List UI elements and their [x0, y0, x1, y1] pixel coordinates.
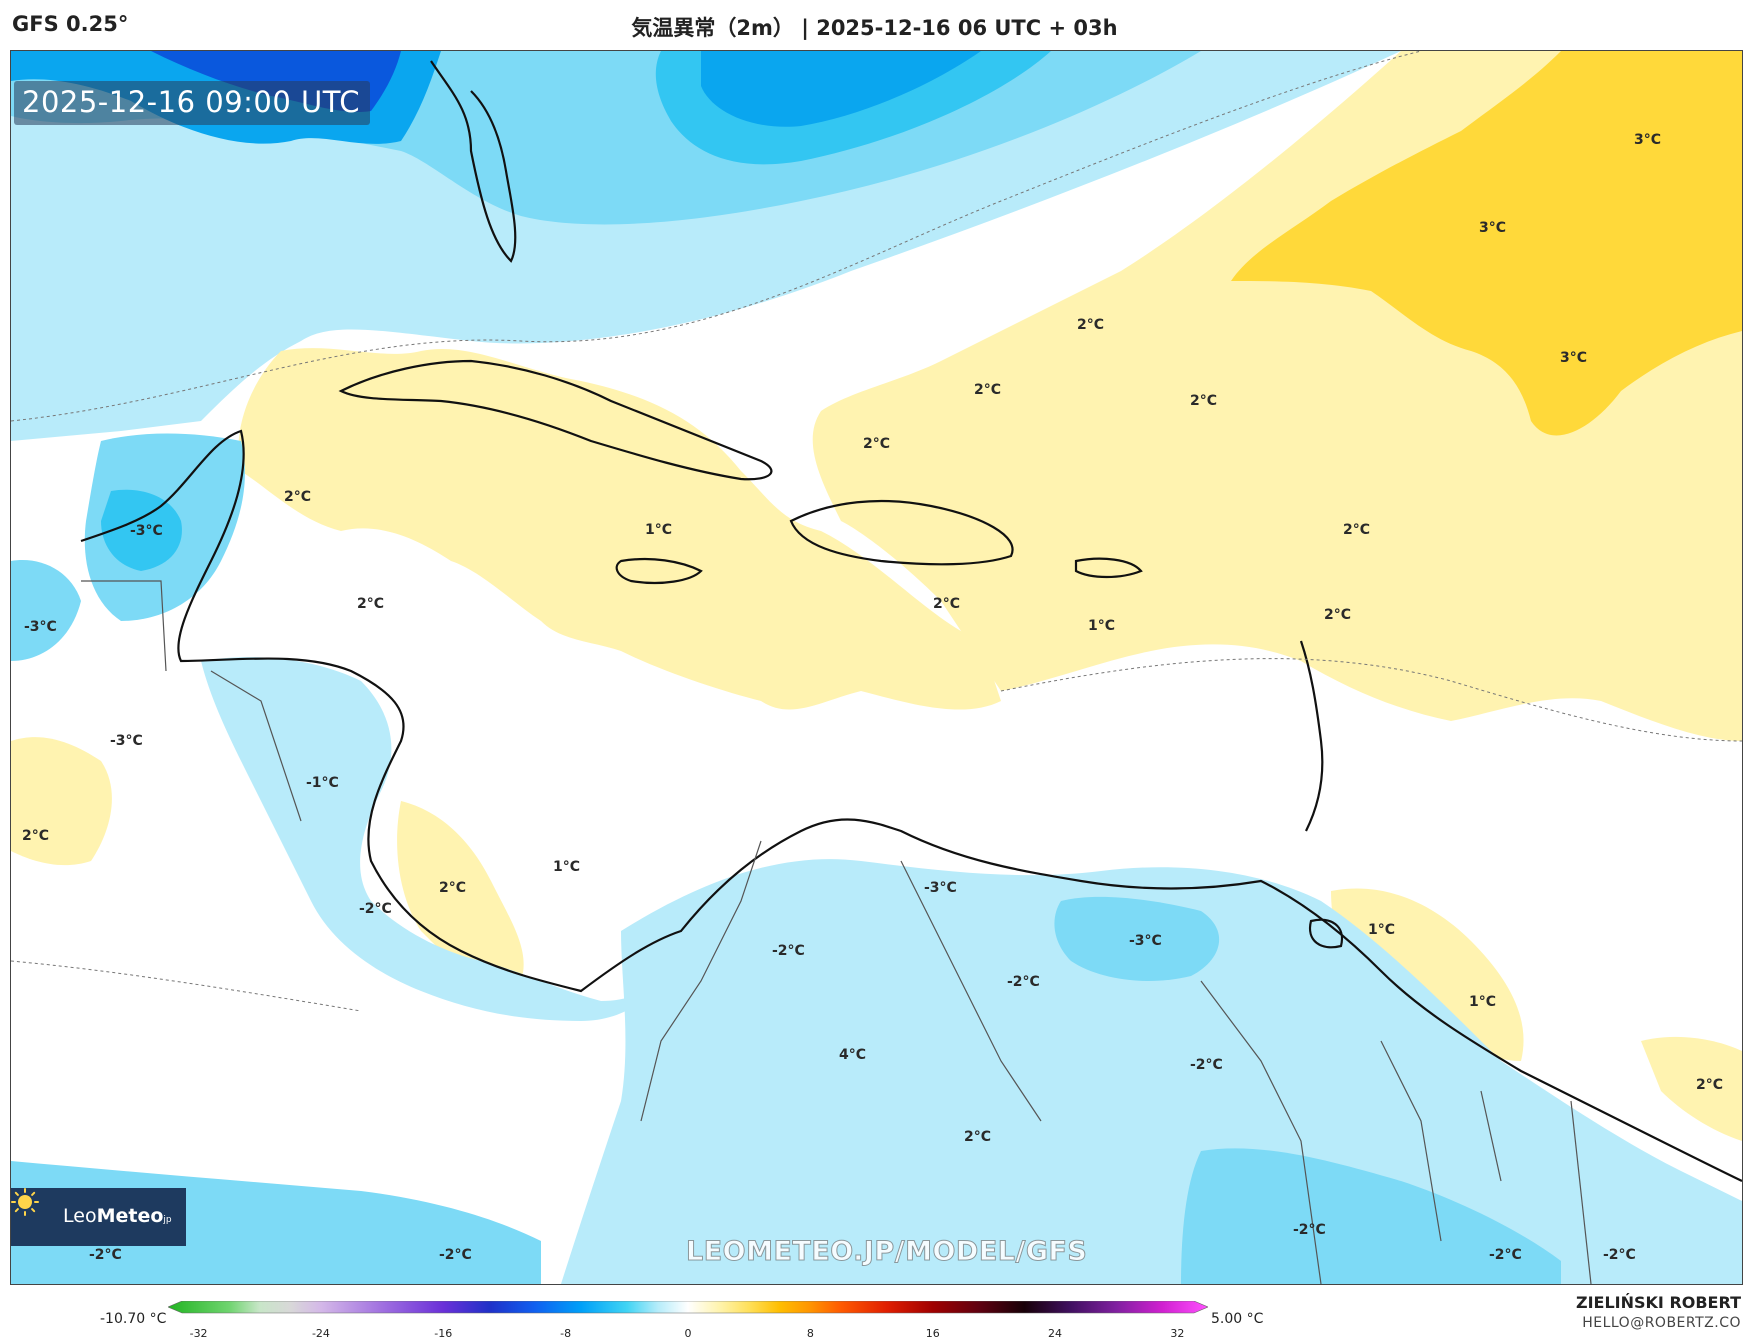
- isotherm-label: -2°C: [1007, 974, 1040, 990]
- isotherm-label: 2°C: [22, 828, 50, 844]
- isotherm-label: 2°C: [1324, 607, 1352, 623]
- isotherm-label: 3°C: [1479, 220, 1507, 236]
- isotherm-label: 2°C: [284, 489, 312, 505]
- cold-center-atlantic-inner: [701, 51, 981, 127]
- leometeo-logo[interactable]: LeoMeteojp: [11, 1188, 186, 1246]
- cold-venezuela-core: [1054, 896, 1220, 981]
- coastlines: [80, 60, 1742, 1182]
- colorbar-tick-label: -24: [311, 1327, 330, 1340]
- warm-pacific-west: [11, 737, 112, 866]
- isotherm-label: -2°C: [439, 1247, 472, 1263]
- colorbar-tick-label: 8: [806, 1327, 814, 1340]
- legend-min-value: -10.70 °C: [100, 1311, 167, 1327]
- isotherm-label: 2°C: [1190, 393, 1218, 409]
- sun-icon: [11, 1188, 39, 1216]
- warm-atlantic-core: [1231, 51, 1742, 436]
- cold-south-america: [561, 859, 1742, 1284]
- logo-bold: Meteo: [96, 1205, 164, 1227]
- isotherm-label: 1°C: [1469, 994, 1497, 1010]
- model-name: GFS 0.25°: [12, 12, 129, 36]
- colorbar-tick-label: -8: [560, 1327, 572, 1340]
- isotherm-label: 1°C: [645, 522, 673, 538]
- warm-guianas: [1331, 888, 1524, 1061]
- logo-light: Leo: [63, 1205, 97, 1227]
- cold-band-north: [11, 51, 1401, 441]
- isotherm-label: -2°C: [1603, 1247, 1636, 1263]
- isotherm-label: -3°C: [924, 880, 957, 896]
- isotherm-label: 3°C: [1560, 350, 1588, 366]
- isotherm-label: 2°C: [1077, 317, 1105, 333]
- colorbar-tick-label: 16: [925, 1327, 940, 1340]
- cold-yucatan-core: [101, 489, 182, 571]
- map-area[interactable]: 2025-12-16 09:00 UTC 3°C 3°C 3°C 2°C 2°C 2°C 2…: [10, 50, 1743, 1285]
- cold-brazil-south: [1181, 1148, 1561, 1284]
- borders: [81, 580, 1592, 1284]
- isotherm-label: 4°C: [839, 1047, 867, 1063]
- warm-pacific-coast: [397, 801, 524, 983]
- cold-mexico-west: [11, 560, 81, 661]
- colorbar-tick-label: 24: [1048, 1327, 1063, 1340]
- color-legend: -10.70 °C -32 -24 -16 -8 0 8 16 24 32 5.00 °C ZI…: [0, 1283, 1749, 1340]
- isotherm-label: 1°C: [1368, 922, 1396, 938]
- isotherm-label: 2°C: [357, 596, 385, 612]
- isotherm-label: 2°C: [1696, 1077, 1724, 1093]
- header: GFS 0.25° 気温異常（2m） | 2025-12-16 06 UTC +…: [0, 0, 1749, 50]
- isotherm-label: -2°C: [1190, 1057, 1223, 1073]
- isotherm-label: -3°C: [24, 619, 57, 635]
- isotherm-label: 2°C: [974, 382, 1002, 398]
- legend-max-value: 5.00 °C: [1211, 1311, 1264, 1327]
- valid-time-badge: 2025-12-16 09:00 UTC: [14, 81, 371, 125]
- colorbar-tick-label: -32: [189, 1327, 208, 1340]
- isotherm-label: -3°C: [1129, 933, 1162, 949]
- isotherm-label: 2°C: [1343, 522, 1371, 538]
- isotherm-label: -3°C: [110, 733, 143, 749]
- logo-wordmark: LeoMeteojp: [63, 1205, 172, 1227]
- warm-caribbean-central: [238, 348, 1002, 710]
- isotherm-label: -2°C: [359, 901, 392, 917]
- colorbar: [168, 1301, 1208, 1314]
- contours: [11, 51, 1742, 1012]
- watermark-url: LEOMETEO.JP/MODEL/GFS: [685, 1236, 1088, 1268]
- isotherm-label: 3°C: [1634, 132, 1662, 148]
- isotherm-label: 2°C: [964, 1129, 992, 1145]
- isotherm-label: -1°C: [306, 775, 339, 791]
- isotherm-label: 2°C: [863, 436, 891, 452]
- isotherm-label: 2°C: [933, 596, 961, 612]
- cold-central-america: [201, 657, 681, 1021]
- isotherm-label: 1°C: [553, 859, 581, 875]
- map-title: 気温異常（2m） | 2025-12-16 06 UTC + 03h: [631, 16, 1118, 40]
- isotherm-label: 1°C: [1088, 618, 1116, 634]
- anomaly-field: [11, 51, 1742, 1284]
- isotherm-label: -2°C: [1293, 1222, 1326, 1238]
- colorbar-tick-label: 0: [684, 1327, 692, 1340]
- isotherm-label: 2°C: [439, 880, 467, 896]
- isotherm-label: -2°C: [89, 1247, 122, 1263]
- logo-suffix: jp: [163, 1215, 172, 1225]
- author-email: HELLO@ROBERTZ.CO: [1582, 1315, 1741, 1331]
- isotherm-label: -3°C: [130, 523, 163, 539]
- isotherm-label: -2°C: [772, 943, 805, 959]
- author-name: ZIELIŃSKI ROBERT: [1575, 1293, 1741, 1312]
- colorbar-tick-label: -16: [434, 1327, 453, 1340]
- colorbar-tick-label: 32: [1170, 1327, 1185, 1340]
- warm-brazil-east: [1641, 1036, 1742, 1141]
- isotherm-label: -2°C: [1489, 1247, 1522, 1263]
